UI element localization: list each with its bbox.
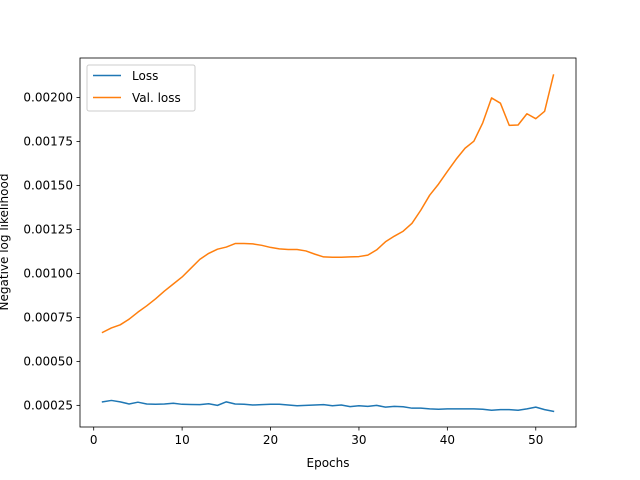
y-tick-label: 0.00025 (23, 398, 73, 412)
legend-label-val-loss: Val. loss (132, 91, 181, 105)
plot-lines (101, 74, 555, 413)
y-axis-label: Negative log likelihood (0, 174, 11, 311)
x-axis-label: Epochs (307, 456, 350, 470)
y-tick-label: 0.00175 (23, 135, 73, 149)
y-tick-label: 0.00150 (23, 179, 73, 193)
y-tick-label: 0.00100 (23, 266, 73, 280)
legend-label-loss: Loss (132, 69, 158, 83)
series-line-val-loss (101, 74, 555, 334)
y-tick-label: 0.00075 (23, 310, 73, 324)
y-axis-ticks: 0.00025 0.00050 0.00075 0.00100 0.00125 0.001… (23, 91, 80, 412)
y-tick-label: 0.00125 (23, 222, 73, 236)
y-tick-label: 0.00200 (23, 91, 73, 105)
x-tick-label: 20 (263, 433, 278, 447)
legend: Loss Val. loss (86, 64, 196, 112)
x-tick-label: 40 (440, 433, 455, 447)
x-tick-label: 0 (90, 433, 98, 447)
x-tick-label: 50 (528, 433, 543, 447)
x-axis-ticks: 0 10 20 30 40 50 (90, 427, 543, 447)
x-tick-label: 10 (174, 433, 189, 447)
series-line-loss (101, 399, 555, 413)
legend-box (86, 64, 196, 112)
x-tick-label: 30 (351, 433, 366, 447)
y-tick-label: 0.00050 (23, 354, 73, 368)
axes-frame (79, 57, 577, 428)
